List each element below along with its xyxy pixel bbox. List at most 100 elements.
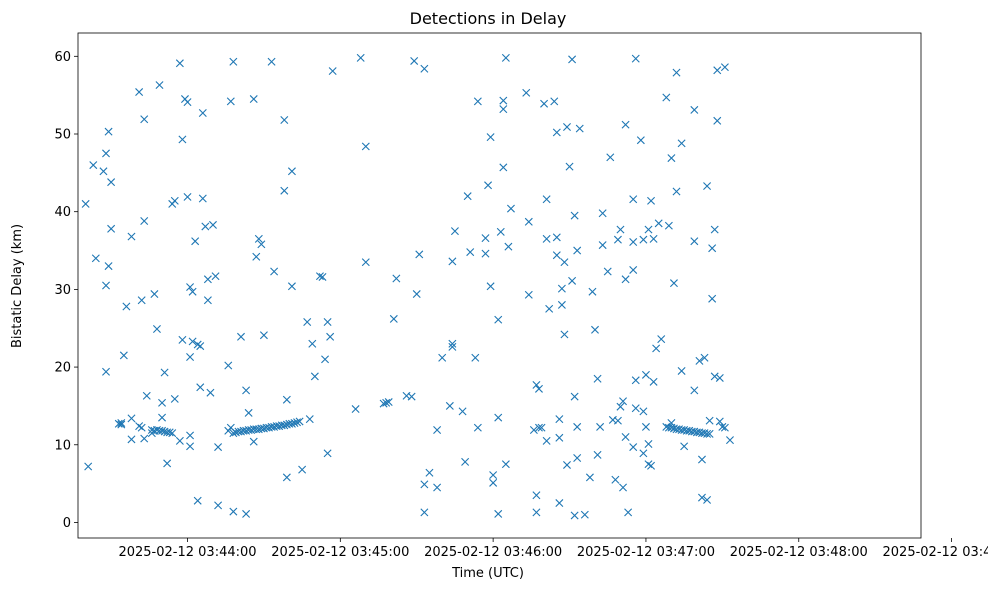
scatter-point xyxy=(295,417,304,426)
scatter-point xyxy=(631,376,640,385)
plot-area xyxy=(77,32,922,539)
scatter-point xyxy=(259,331,268,340)
scatter-point xyxy=(178,335,187,344)
scatter-point xyxy=(198,109,207,118)
scatter-point xyxy=(504,242,513,251)
scatter-point xyxy=(624,508,633,517)
scatter-point xyxy=(662,93,671,102)
scatter-point xyxy=(639,407,648,416)
scatter-point xyxy=(356,53,365,62)
scatter-point xyxy=(545,304,554,313)
scatter-point xyxy=(229,507,238,516)
scatter-point xyxy=(203,275,212,284)
scatter-point xyxy=(501,53,510,62)
scatter-point xyxy=(540,99,549,108)
scatter-point xyxy=(619,483,628,492)
scatter-point xyxy=(445,401,454,410)
scatter-point xyxy=(606,153,615,162)
scatter-point xyxy=(163,459,172,468)
scatter-point xyxy=(629,265,638,274)
chart-title: Detections in Delay xyxy=(410,9,567,28)
scatter-point xyxy=(214,501,223,510)
scatter-point xyxy=(621,120,630,129)
scatter-point xyxy=(481,234,490,243)
scatter-point xyxy=(713,116,722,125)
scatter-point xyxy=(570,211,579,220)
scatter-point xyxy=(99,167,108,176)
scatter-point xyxy=(170,196,179,205)
scatter-point xyxy=(649,377,658,386)
scatter-point xyxy=(501,460,510,469)
scatter-point xyxy=(690,386,699,395)
scatter-point xyxy=(310,372,319,381)
scatter-point xyxy=(489,478,498,487)
y-tick-label: 50 xyxy=(54,128,71,143)
scatter-point xyxy=(448,257,457,266)
y-axis-ticks: 0 10 20 30 40 50 60 xyxy=(54,50,78,531)
scatter-point xyxy=(326,332,335,341)
scatter-point xyxy=(425,468,434,477)
scatter-point xyxy=(150,290,159,299)
scatter-point xyxy=(102,149,111,158)
scatter-point xyxy=(287,419,296,428)
scatter-point xyxy=(140,434,149,443)
scatter-point xyxy=(524,290,533,299)
scatter-point xyxy=(557,300,566,309)
scatter-point xyxy=(321,355,330,364)
scatter-point xyxy=(89,161,98,170)
scatter-point xyxy=(568,276,577,285)
scatter-point xyxy=(183,98,192,107)
scatter-point xyxy=(484,181,493,190)
scatter-point xyxy=(473,97,482,106)
scatter-point xyxy=(542,195,551,204)
scatter-point xyxy=(494,509,503,518)
scatter-point xyxy=(379,399,388,408)
y-tick-label: 60 xyxy=(54,50,71,65)
scatter-point xyxy=(450,227,459,236)
scatter-point xyxy=(555,415,564,424)
scatter-markers xyxy=(81,53,734,520)
scatter-point xyxy=(415,250,424,259)
scatter-point xyxy=(481,249,490,258)
scatter-point xyxy=(603,267,612,276)
scatter-point xyxy=(140,115,149,124)
scatter-point xyxy=(725,436,734,445)
scatter-point xyxy=(575,124,584,133)
scatter-point xyxy=(229,429,238,438)
scatter-point xyxy=(636,136,645,145)
scatter-point xyxy=(542,234,551,243)
scatter-point xyxy=(303,318,312,327)
scatter-point xyxy=(114,419,123,428)
scatter-point xyxy=(158,413,167,422)
x-tick-label: 2025-02-12 03:47:00 xyxy=(577,545,715,560)
scatter-point xyxy=(107,178,116,187)
y-tick-label: 20 xyxy=(54,361,71,376)
scatter-point xyxy=(461,457,470,466)
scatter-point xyxy=(718,422,727,431)
scatter-point xyxy=(384,398,393,407)
scatter-point xyxy=(137,423,146,432)
scatter-point xyxy=(242,386,251,395)
scatter-point xyxy=(323,449,332,458)
scatter-point xyxy=(155,81,164,90)
scatter-point xyxy=(713,66,722,75)
scatter-point xyxy=(629,443,638,452)
scatter-point xyxy=(287,167,296,176)
scatter-point xyxy=(127,414,136,423)
scatter-point xyxy=(591,325,599,334)
scatter-point xyxy=(135,88,144,97)
scatter-point xyxy=(695,356,704,365)
scatter-point xyxy=(242,509,251,518)
scatter-point xyxy=(641,370,650,379)
scatter-point xyxy=(585,473,594,482)
scatter-point xyxy=(293,418,302,427)
scatter-point xyxy=(122,302,131,311)
scatter-point xyxy=(710,372,719,381)
scatter-point xyxy=(524,217,533,226)
scatter-point xyxy=(720,423,729,432)
scatter-point xyxy=(254,234,263,243)
scatter-point xyxy=(669,279,678,288)
scatter-point xyxy=(102,281,111,290)
scatter-point xyxy=(639,449,648,458)
